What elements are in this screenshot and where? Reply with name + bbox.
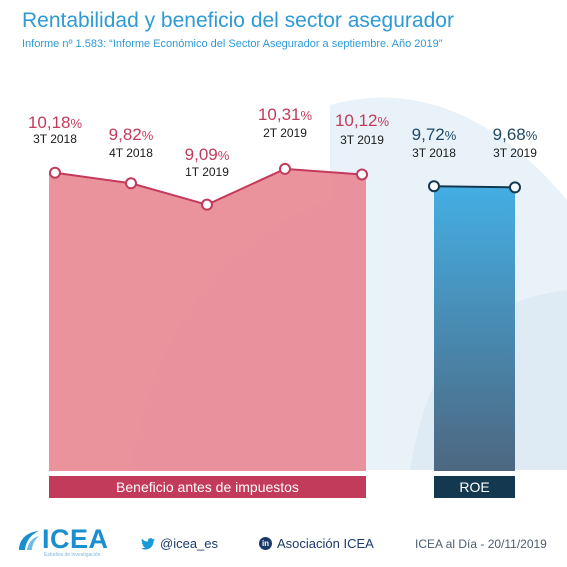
beneficio-category-title: Beneficio antes de impuestos (116, 479, 299, 495)
logo-text: ICEA (42, 524, 109, 554)
beneficio-category-label: 3T 2019 (340, 133, 384, 147)
beneficio-point (279, 162, 291, 175)
beneficio-category-label: 3T 2018 (33, 132, 77, 146)
chart-title: Rentabilidad y beneficio del sector aseg… (22, 9, 454, 32)
linkedin-label: Asociación ICEA (277, 536, 374, 551)
beneficio-category-label: 2T 2019 (263, 126, 307, 140)
beneficio-area (49, 168, 366, 472)
roe-value-label: 9,68% (493, 125, 538, 144)
beneficio-point (356, 168, 368, 181)
beneficio-point (125, 177, 137, 190)
twitter-handle[interactable]: @icea_es (141, 536, 218, 551)
roe-category-label: 3T 2018 (412, 146, 456, 160)
linkedin-icon: in (259, 537, 272, 550)
roe-point (428, 180, 440, 193)
chart-layer: 10,18%3T 2018 9,82%4T 2018 9,09%1T 201910,… (28, 105, 538, 498)
beneficio-category-label: 1T 2019 (185, 165, 229, 179)
dateline: ICEA al Día - 20/11/2019 (415, 537, 547, 551)
beneficio-point (49, 166, 61, 179)
beneficio-value-label: 9,09% (185, 145, 230, 164)
roe-bar (434, 186, 515, 472)
beneficio-value-label: 10,12% (335, 111, 390, 130)
logo-tagline: Estudios de investigación (44, 552, 101, 558)
roe-category-bar (434, 476, 515, 498)
chart-subtitle: Informe nº 1.583: “Informe Económico del… (22, 38, 443, 50)
beneficio-category-label: 4T 2018 (109, 146, 153, 160)
beneficio-value-label: 9,82% (109, 125, 154, 144)
twitter-icon (141, 537, 155, 550)
twitter-label: @icea_es (160, 536, 219, 551)
beneficio-category-bar (49, 476, 366, 498)
beneficio-value-label: 10,31% (258, 105, 313, 124)
linkedin-handle[interactable]: in Asociación ICEA (259, 536, 374, 551)
roe-category-label: 3T 2019 (493, 146, 537, 160)
roe-value-label: 9,72% (412, 125, 457, 144)
icea-logo-icon (19, 531, 39, 550)
roe-point (509, 181, 521, 194)
roe-category-title: ROE (459, 479, 489, 495)
roe-line (433, 185, 516, 189)
beneficio-point (201, 198, 213, 211)
beneficio-value-label: 10,18% (28, 113, 83, 132)
